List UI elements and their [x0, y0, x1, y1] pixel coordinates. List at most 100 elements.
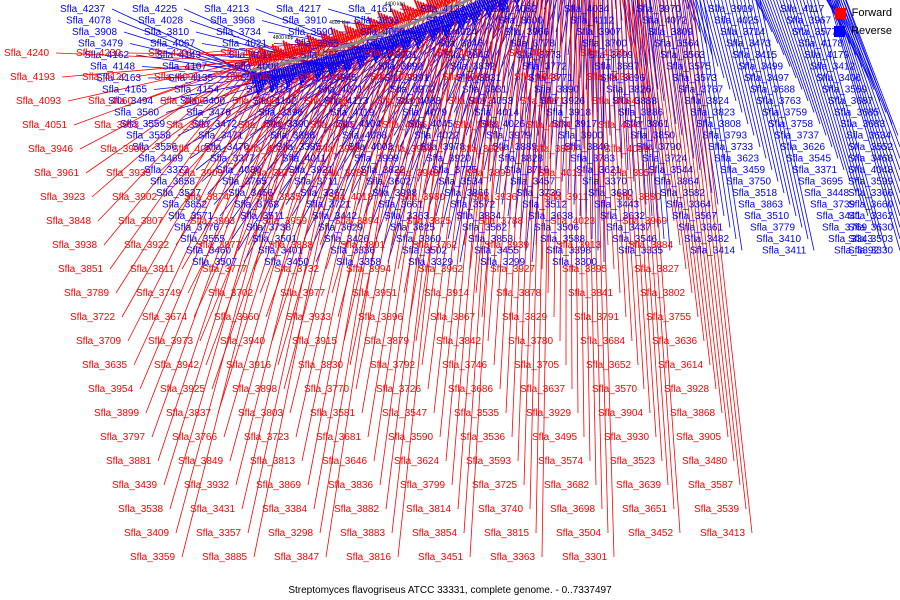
forward-gene-line	[547, 0, 555, 294]
reverse-gene-line	[732, 0, 773, 171]
forward-gene-line	[409, 0, 465, 318]
forward-feature-block	[438, 0, 443, 8]
tick-label: 4800 kbp	[273, 35, 294, 41]
reverse-gene-label: Sfla_3377	[210, 154, 255, 165]
reverse-gene-label: Sfla_3903	[366, 39, 411, 50]
reverse-gene-label: Sfla_3559	[120, 119, 165, 130]
reverse-gene-label: Sfla_3917	[552, 119, 597, 130]
forward-feature-block	[325, 33, 331, 47]
reverse-gene-label: Sfla_4014	[474, 108, 519, 119]
reverse-gene-label: Sfla_3457	[510, 177, 555, 188]
reverse-gene-label: Sfla_3571	[168, 211, 213, 222]
reverse-feature-track	[250, 0, 520, 95]
reverse-gene-label: Sfla_4053	[468, 96, 513, 107]
forward-feature-block	[385, 15, 392, 28]
reverse-gene-label: Sfla_3329	[408, 257, 453, 268]
forward-gene-label: Sfla_4027	[244, 144, 289, 155]
reverse-gene-label: Sfla_3828	[498, 154, 543, 165]
reverse-gene-line	[614, 0, 617, 10]
reverse-gene-label: Sfla_3370	[582, 177, 627, 188]
forward-gene-label: Sfla_3363	[490, 552, 535, 563]
forward-gene-line	[463, 0, 500, 534]
reverse-gene-label: Sfla_3442	[312, 211, 357, 222]
forward-gene-line	[193, 43, 320, 318]
forward-feature-block	[359, 22, 366, 36]
forward-feature-block	[409, 6, 416, 19]
reverse-feature-block	[361, 44, 368, 59]
reverse-gene-label: Sfla_3499	[738, 62, 783, 73]
forward-gene-line	[175, 46, 308, 534]
forward-gene-line	[427, 0, 477, 390]
forward-gene-line	[445, 0, 488, 462]
forward-gene-line	[652, 0, 687, 270]
reverse-gene-line	[759, 0, 779, 44]
reverse-gene-label: Sfla_3562	[462, 223, 507, 234]
reverse-gene-label: Sfla_3736	[516, 188, 561, 199]
forward-feature-block	[448, 0, 452, 4]
reverse-feature-block	[337, 52, 343, 63]
reverse-gene-label: Sfla_4034	[564, 4, 609, 15]
reverse-gene-line	[799, 0, 857, 194]
reverse-gene-line	[842, 0, 900, 159]
reverse-gene-label: Sfla_4225	[132, 4, 177, 15]
forward-gene-label: Sfla_3980	[400, 192, 445, 203]
reverse-feature-block	[266, 70, 273, 93]
reverse-feature-block	[308, 60, 314, 71]
reverse-gene-label: Sfla_3560	[114, 108, 159, 119]
forward-gene-line	[451, 0, 492, 486]
forward-feature-block	[338, 30, 344, 43]
forward-feature-block	[263, 48, 269, 63]
reverse-feature-block	[317, 57, 324, 73]
reverse-gene-line	[721, 0, 755, 136]
reverse-gene-label: Sfla_4107	[162, 62, 207, 73]
reverse-gene-label: Sfla_3437	[606, 223, 651, 234]
forward-gene-label: Sfla_3504	[556, 528, 601, 539]
reverse-gene-label: Sfla_3776	[174, 223, 219, 234]
reverse-gene-line	[171, 70, 311, 125]
forward-gene-label: Sfla_3904	[598, 408, 643, 419]
forward-feature-block	[298, 39, 305, 55]
forward-feature-block	[258, 46, 265, 64]
forward-gene-label: Sfla_3740	[478, 504, 523, 515]
forward-gene-line	[623, 0, 651, 414]
reverse-gene-line	[619, 0, 629, 171]
reverse-gene-label: Sfla_3511	[240, 211, 285, 222]
reverse-gene-label: Sfla_4163	[96, 73, 141, 84]
forward-gene-label: Sfla_3977	[280, 288, 325, 299]
tick-label: 4400 kbp	[385, 2, 406, 8]
forward-gene-line	[157, 50, 295, 462]
reverse-gene-label: Sfla_4030	[216, 165, 261, 176]
reverse-feature-block	[516, 0, 520, 3]
legend-forward-label: Forward	[851, 7, 892, 19]
reverse-gene-label: Sfla_4011	[282, 154, 327, 165]
forward-gene-label: Sfla_3755	[646, 312, 691, 323]
forward-gene-line	[585, 0, 597, 486]
forward-gene-line	[313, 16, 402, 510]
forward-gene-line	[493, 0, 519, 366]
forward-gene-label: Sfla_4172	[436, 48, 481, 59]
reverse-gene-label: Sfla_3638	[528, 211, 573, 222]
reverse-gene-line	[835, 0, 875, 90]
forward-gene-label: Sfla_3946	[28, 144, 73, 155]
reverse-gene-line	[702, 0, 725, 79]
reverse-feature-block	[442, 14, 451, 33]
forward-gene-label: Sfla_3801	[340, 240, 385, 251]
reverse-gene-label: Sfla_3363	[384, 211, 429, 222]
reverse-gene-line	[351, 28, 437, 194]
reverse-gene-line	[770, 0, 803, 90]
reverse-gene-label: Sfla_4069	[360, 27, 405, 38]
reverse-gene-line	[829, 0, 857, 56]
reverse-gene-line	[789, 0, 839, 159]
reverse-feature-block	[261, 71, 267, 85]
forward-gene-line	[349, 6, 427, 366]
forward-gene-label: Sfla_4052	[172, 144, 217, 155]
forward-gene-line	[559, 0, 563, 342]
forward-gene-line	[271, 26, 374, 342]
forward-gene-label: Sfla_3803	[238, 408, 283, 419]
reverse-gene-label: Sfla_3572	[450, 200, 495, 211]
forward-feature-block	[453, 0, 456, 2]
reverse-gene-label: Sfla_3630	[848, 223, 893, 234]
reverse-feature-block	[435, 17, 442, 29]
reverse-gene-label: Sfla_3886	[618, 108, 663, 119]
reverse-feature-block	[444, 13, 453, 30]
